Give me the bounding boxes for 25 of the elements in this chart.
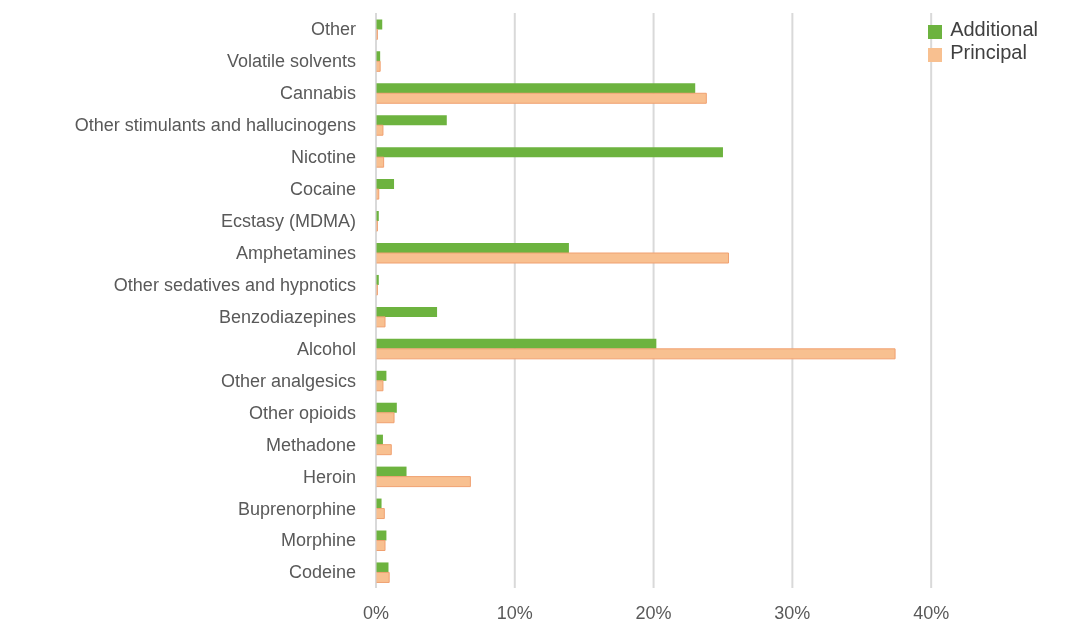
y-tick-label: Other stimulants and hallucinogens (74, 115, 356, 136)
y-tick-label: Other sedatives and hypnotics (113, 274, 356, 295)
y-tick-label: Alcohol (296, 338, 356, 359)
y-tick-label: Buprenorphine (237, 498, 356, 519)
x-tick-label: 40% (913, 602, 950, 623)
y-tick-label: Methadone (265, 434, 356, 455)
y-tick-label: Benzodiazepines (218, 306, 356, 327)
y-tick-label: Amphetamines (235, 242, 356, 263)
y-tick-label: Ecstasy (MDMA) (221, 211, 356, 232)
y-tick-label: Cocaine (289, 179, 356, 200)
y-tick-label: Heroin (302, 466, 356, 487)
y-tick-label: Other analgesics (220, 370, 356, 391)
x-tick-label: 10% (496, 602, 533, 623)
y-tick-label: Nicotine (290, 147, 356, 168)
x-tick-label: 0% (362, 602, 390, 623)
x-tick-label: 20% (635, 602, 672, 623)
legend-label: Additional (950, 18, 1038, 40)
y-tick-label: Other (310, 19, 356, 40)
y-tick-label: Codeine (288, 562, 356, 583)
y-tick-label: Other opioids (248, 402, 356, 423)
y-tick-label: Cannabis (279, 83, 356, 104)
y-tick-label: Morphine (280, 530, 356, 551)
x-tick-label: 30% (774, 602, 811, 623)
legend-label: Principal (950, 41, 1027, 63)
y-tick-label: Volatile solvents (226, 51, 356, 72)
